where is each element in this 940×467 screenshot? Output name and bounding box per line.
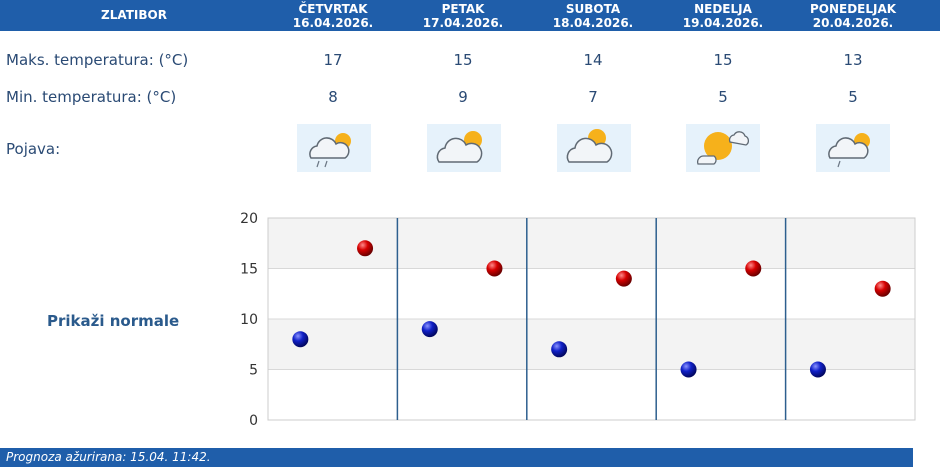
min-temp-label: Min. temperatura: (°C) xyxy=(6,88,177,106)
min-temp-value: 9 xyxy=(458,88,468,106)
max-temp-value: 17 xyxy=(323,51,343,69)
min-temp-point xyxy=(292,331,309,348)
min-temp-point xyxy=(421,321,438,338)
min-temp-value: 8 xyxy=(328,88,338,106)
y-tick-label: 5 xyxy=(249,363,258,379)
cloud-sun-drizzle-icon xyxy=(816,124,890,172)
plot-frame xyxy=(267,217,916,421)
y-tick-label: 10 xyxy=(240,312,258,328)
day-name: NEDELJA xyxy=(694,2,752,16)
min-temp-value: 5 xyxy=(848,88,858,106)
max-temp-value: 13 xyxy=(843,51,863,69)
y-tick-label: 15 xyxy=(240,262,258,278)
cloud-sun-icon xyxy=(427,124,501,172)
location-title: ZLATIBOR xyxy=(101,8,167,22)
max-temp-value: 14 xyxy=(583,51,603,69)
plot-band xyxy=(268,319,915,370)
plot-band xyxy=(268,218,915,269)
y-tick-label: 20 xyxy=(240,211,258,227)
update-footer: Prognoza ažurirana: 15.04. 11:42. xyxy=(0,448,913,467)
day-header-3: SUBOTA 18.04.2026. xyxy=(528,2,658,30)
plot-band xyxy=(268,268,915,319)
day-date: 19.04.2026. xyxy=(682,16,764,30)
day-header-5: PONEDELJAK 20.04.2026. xyxy=(788,2,918,30)
day-name: SUBOTA xyxy=(565,2,621,16)
show-normals-link[interactable]: Prikaži normale xyxy=(47,312,180,330)
min-temp-point xyxy=(551,341,568,358)
day-header-4: NEDELJA 19.04.2026. xyxy=(658,2,788,30)
max-temp-point xyxy=(874,280,891,297)
y-tick-label: 0 xyxy=(249,413,258,429)
phenomenon-label: Pojava: xyxy=(6,140,61,158)
max-temp-point xyxy=(486,260,503,277)
day-header-1: ČETVRTAK 16.04.2026. xyxy=(268,2,398,30)
max-temp-value: 15 xyxy=(453,51,473,69)
cloud-sun-icon xyxy=(557,124,631,172)
min-temp-value: 7 xyxy=(588,88,598,106)
day-name: PETAK xyxy=(441,2,485,16)
forecast-header: ZLATIBOR ČETVRTAK 16.04.2026. PETAK 17.0… xyxy=(0,0,940,31)
day-date: 18.04.2026. xyxy=(552,16,634,30)
max-temp-label: Maks. temperatura: (°C) xyxy=(6,51,189,69)
day-date: 20.04.2026. xyxy=(812,16,894,30)
min-temp-point xyxy=(809,361,826,378)
day-header-2: PETAK 17.04.2026. xyxy=(398,2,528,30)
max-temp-value: 15 xyxy=(713,51,733,69)
day-date: 16.04.2026. xyxy=(292,16,374,30)
min-temp-value: 5 xyxy=(718,88,728,106)
day-name: ČETVRTAK xyxy=(298,2,368,16)
max-temp-point xyxy=(357,240,374,257)
sun-cloud-icon xyxy=(686,124,760,172)
max-temp-point xyxy=(615,270,632,287)
day-date: 17.04.2026. xyxy=(422,16,504,30)
cloud-sun-drizzle-icon xyxy=(297,124,371,172)
min-temp-point xyxy=(680,361,697,378)
plot-band xyxy=(268,369,915,420)
day-name: PONEDELJAK xyxy=(809,2,897,16)
max-temp-point xyxy=(745,260,762,277)
